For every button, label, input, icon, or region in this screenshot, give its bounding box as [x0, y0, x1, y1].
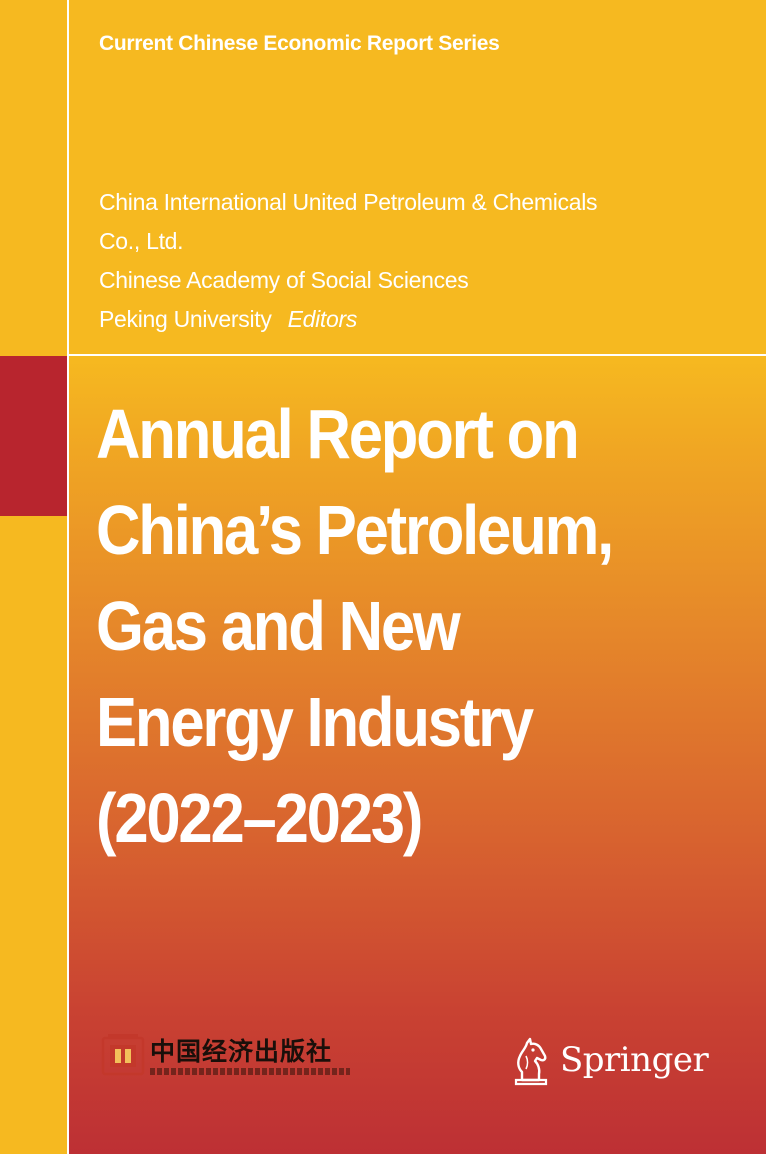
- editor-line: China International United Petroleum & C…: [99, 189, 598, 215]
- editors-role: Editors: [287, 306, 358, 332]
- vertical-rule: [67, 0, 69, 1154]
- title-line: Gas and New: [96, 587, 461, 665]
- horizontal-rule: [69, 354, 766, 356]
- springer-logo: Springer: [508, 1034, 709, 1090]
- publisher-subline: [150, 1068, 350, 1075]
- editor-line: Peking University Editors: [99, 300, 597, 339]
- editor-line: Co., Ltd.: [99, 228, 184, 254]
- gradient-panel: [69, 356, 766, 1154]
- springer-wordmark: Springer: [560, 1040, 709, 1080]
- title-line: Energy Industry: [96, 683, 534, 761]
- china-economic-publishing-logo: 中国经济出版社: [100, 1030, 360, 1082]
- book-title: Annual Report on China’s Petroleum, Gas …: [96, 386, 668, 866]
- seal-icon: [101, 1034, 145, 1076]
- title-line: (2022–2023): [96, 779, 423, 857]
- editor-line: Chinese Academy of Social Sciences: [99, 267, 469, 293]
- title-line: China’s Petroleum,: [96, 491, 614, 569]
- chess-knight-icon: [514, 1037, 548, 1086]
- editor-name: Peking University: [99, 306, 272, 332]
- publisher-cn-name: 中国经济出版社: [150, 1037, 333, 1066]
- editors-list: China International United Petroleum & C…: [99, 183, 598, 339]
- title-line: Annual Report on: [96, 395, 580, 473]
- red-accent-block: [0, 356, 67, 516]
- series-title: Current Chinese Economic Report Series: [99, 32, 500, 55]
